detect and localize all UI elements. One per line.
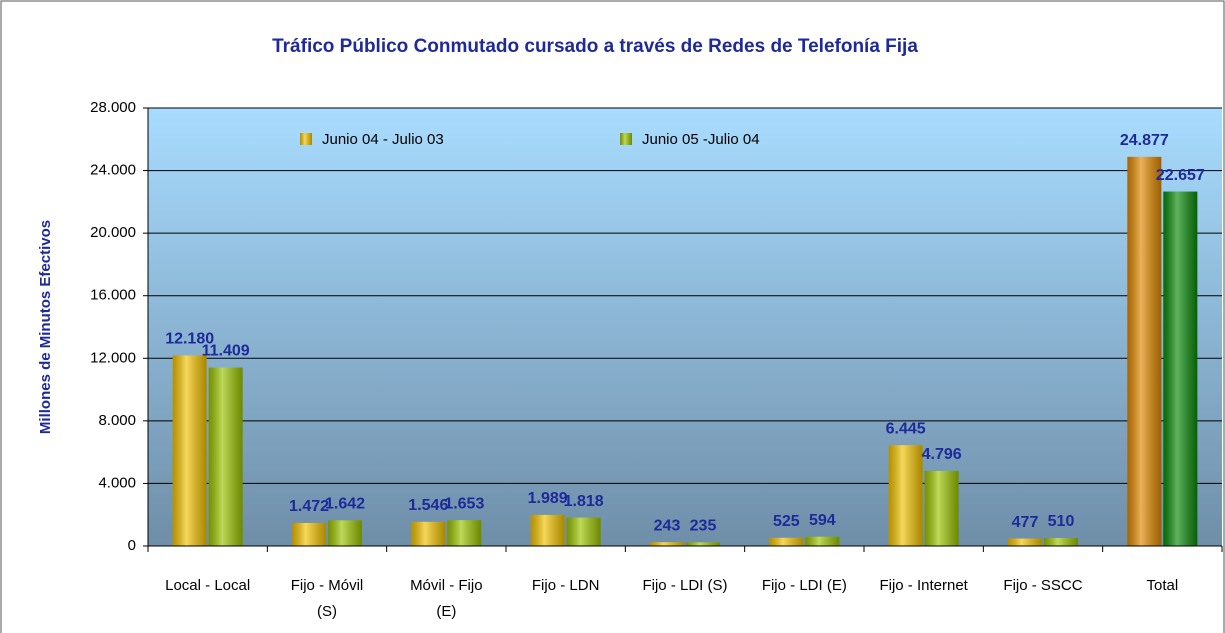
chart-title: Tráfico Público Conmutado cursado a trav… (272, 36, 918, 57)
bar-shine (411, 521, 446, 546)
bar-shine (1044, 538, 1078, 546)
bar-shine (1008, 538, 1042, 546)
legend-swatch-shine (620, 133, 632, 145)
x-tick-label: Fijo - Internet (879, 577, 968, 594)
bar-shine (530, 514, 565, 546)
bar-shine (328, 520, 362, 546)
bar-shine (1163, 191, 1198, 547)
data-label: 1.653 (444, 495, 484, 512)
y-tick-label: 4.000 (98, 474, 136, 491)
y-tick-label: 12.000 (90, 349, 136, 366)
data-label: 1.818 (564, 493, 604, 510)
x-tick-label: Local - Local (165, 577, 251, 594)
bar-shine (888, 445, 923, 546)
data-label: 4.796 (922, 446, 962, 463)
bar-shine (686, 542, 720, 546)
x-tick-label: Móvil - Fijo (E) (410, 577, 483, 620)
bar-shine (447, 520, 482, 546)
x-tick-label: Fijo - Móvil (S) (290, 577, 364, 620)
y-tick-label: 20.000 (90, 224, 136, 241)
bar-shine (769, 537, 804, 546)
data-label: 1.642 (325, 496, 365, 513)
plot-area (148, 108, 1222, 546)
bar-shine (172, 355, 207, 546)
bar-shine (1127, 156, 1162, 546)
x-tick-label: Fijo - LDI (S) (642, 577, 728, 594)
data-label: 510 (1048, 513, 1075, 530)
data-label: 1.989 (528, 490, 568, 507)
data-label: 235 (690, 518, 717, 535)
y-tick-label: 0 (128, 537, 136, 554)
y-tick-label: 8.000 (98, 412, 136, 429)
y-tick-label: 24.000 (90, 162, 136, 179)
bar-shine (208, 367, 243, 546)
x-tick-label: Fijo - SSCC (1003, 577, 1083, 594)
bar-shine (292, 522, 326, 546)
legend-label: Junio 04 - Julio 03 (322, 131, 444, 148)
y-tick-label: 28.000 (90, 99, 136, 116)
y-axis-label: Millones de Minutos Efectivos (37, 220, 54, 434)
bar-shine (650, 542, 684, 546)
x-tick-label: Fijo - LDN (531, 577, 600, 594)
data-label: 6.445 (886, 420, 926, 437)
x-tick-label: Total (1146, 577, 1179, 594)
data-label: 1.472 (289, 498, 329, 515)
bar-shine (924, 470, 959, 546)
legend-swatch-shine (300, 133, 312, 145)
data-label: 11.409 (202, 343, 250, 360)
data-label: 24.877 (1120, 132, 1169, 149)
data-label: 594 (809, 512, 836, 529)
x-tick-label: Fijo - LDI (E) (761, 577, 847, 594)
data-label: 12.180 (165, 331, 214, 348)
legend-label: Junio 05 -Julio 04 (642, 131, 760, 148)
y-tick-label: 16.000 (90, 287, 136, 304)
data-label: 243 (654, 517, 681, 534)
data-label: 525 (773, 513, 800, 530)
bar-shine (805, 536, 840, 546)
data-label: 1.546 (408, 497, 448, 514)
bar-shine (566, 517, 601, 546)
data-label: 477 (1012, 514, 1039, 531)
data-label: 22.657 (1156, 167, 1205, 184)
